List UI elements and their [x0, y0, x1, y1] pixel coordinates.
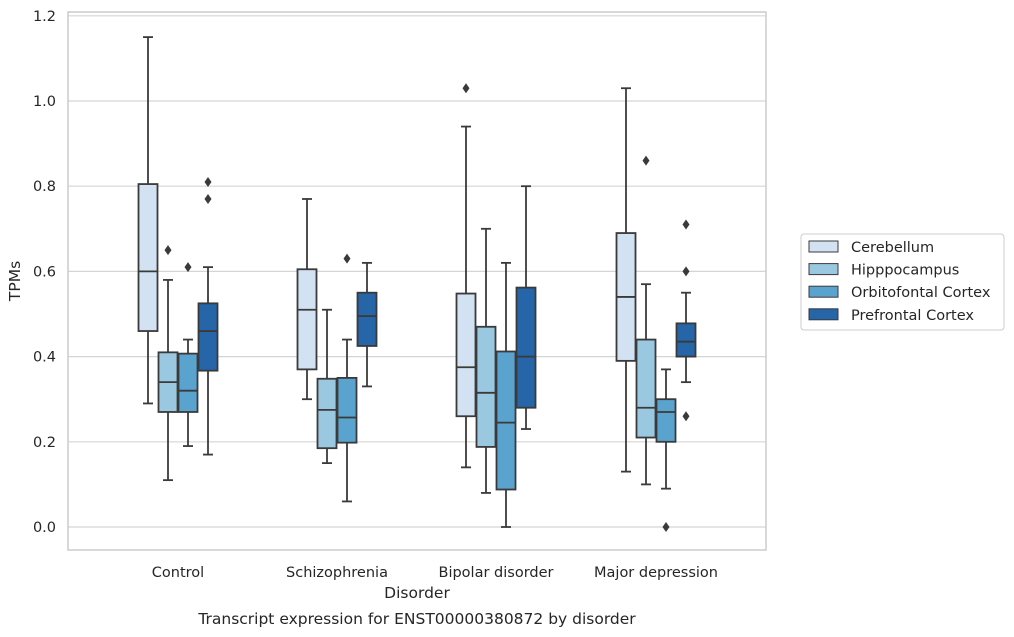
plot-frame: [67, 11, 767, 551]
box-prefrontal-cortex-0: [197, 176, 219, 456]
box-iqr: [655, 398, 677, 443]
box-iqr: [515, 286, 537, 409]
box-hipppocampus-0: [157, 245, 179, 482]
outlier-point: [343, 253, 351, 264]
box-orbitofontal-cortex-1: [336, 253, 358, 503]
outlier-point: [204, 193, 212, 204]
outlier-point: [662, 522, 670, 532]
outlier-point: [462, 83, 470, 94]
box-iqr: [197, 302, 219, 372]
box-iqr: [137, 183, 159, 332]
x-tick-label: Bipolar disorder: [439, 565, 554, 581]
legend-label: Hipppocampus: [851, 263, 959, 279]
box-iqr: [675, 322, 697, 358]
outlier-point: [682, 266, 690, 277]
box-iqr: [495, 350, 517, 491]
box-orbitofontal-cortex-2: [495, 261, 517, 528]
x-tick-label: Schizophrenia: [286, 565, 388, 581]
box-iqr: [296, 268, 318, 371]
legend-label: Cerebellum: [851, 240, 934, 256]
y-tick-label: 0.2: [33, 435, 56, 451]
y-tick-label: 1.0: [33, 94, 56, 110]
x-tick-label: Control: [152, 565, 204, 581]
outlier-point: [204, 176, 212, 187]
box-iqr: [455, 292, 477, 418]
box-orbitofontal-cortex-0: [177, 262, 199, 447]
box-iqr: [316, 377, 338, 450]
y-tick-label: 1.2: [33, 9, 56, 25]
y-axis-title: TPMs: [6, 261, 24, 302]
y-tick-label: 0.0: [33, 520, 56, 536]
box-cerebellum-1: [296, 198, 318, 401]
y-tick-labels: 0.0 0.2 0.4 0.6 0.8 1.0 1.2: [33, 9, 56, 536]
x-tick-label: Major depression: [594, 565, 718, 581]
y-tick-label: 0.4: [33, 350, 56, 366]
outlier-point: [164, 245, 172, 256]
x-axis-title: Disorder: [384, 584, 450, 602]
legend-swatch: [808, 240, 839, 253]
box-prefrontal-cortex-3: [675, 219, 697, 422]
legend-label: Orbitofontal Cortex: [851, 285, 991, 301]
legend-swatch: [808, 285, 839, 298]
box-prefrontal-cortex-1: [356, 261, 378, 388]
plot-area: [68, 12, 766, 550]
box-hipppocampus-3: [635, 155, 657, 486]
box-orbitofontal-cortex-3: [655, 368, 677, 532]
outlier-point: [642, 155, 650, 166]
box-cerebellum-3: [615, 87, 637, 473]
box-iqr: [336, 376, 358, 444]
legend-swatch: [808, 308, 839, 321]
box-hipppocampus-2: [475, 227, 497, 494]
outlier-point: [682, 219, 690, 230]
x-tick-labels: Control Schizophrenia Bipolar disorder Majo…: [152, 565, 718, 581]
box-hipppocampus-1: [316, 308, 338, 465]
legend-swatch: [808, 263, 839, 276]
box-cerebellum-0: [137, 36, 159, 405]
box-iqr: [635, 338, 657, 439]
legend: Cerebellum Hipppocampus Orbitofontal Corte…: [800, 233, 1005, 331]
y-tick-label: 0.6: [33, 264, 56, 280]
outlier-point: [682, 411, 690, 422]
box-iqr: [475, 325, 497, 448]
chart-caption: Transcript expression for ENST0000038087…: [197, 610, 636, 628]
y-tick-label: 0.8: [33, 179, 56, 195]
outlier-point: [184, 262, 192, 273]
box-cerebellum-2: [455, 83, 477, 469]
legend-label: Prefrontal Cortex: [851, 308, 974, 324]
box-iqr: [356, 291, 378, 347]
box-iqr: [177, 352, 199, 413]
box-series-layer: [137, 36, 697, 532]
legend-frame: [800, 233, 1005, 331]
box-prefrontal-cortex-2: [515, 185, 537, 430]
